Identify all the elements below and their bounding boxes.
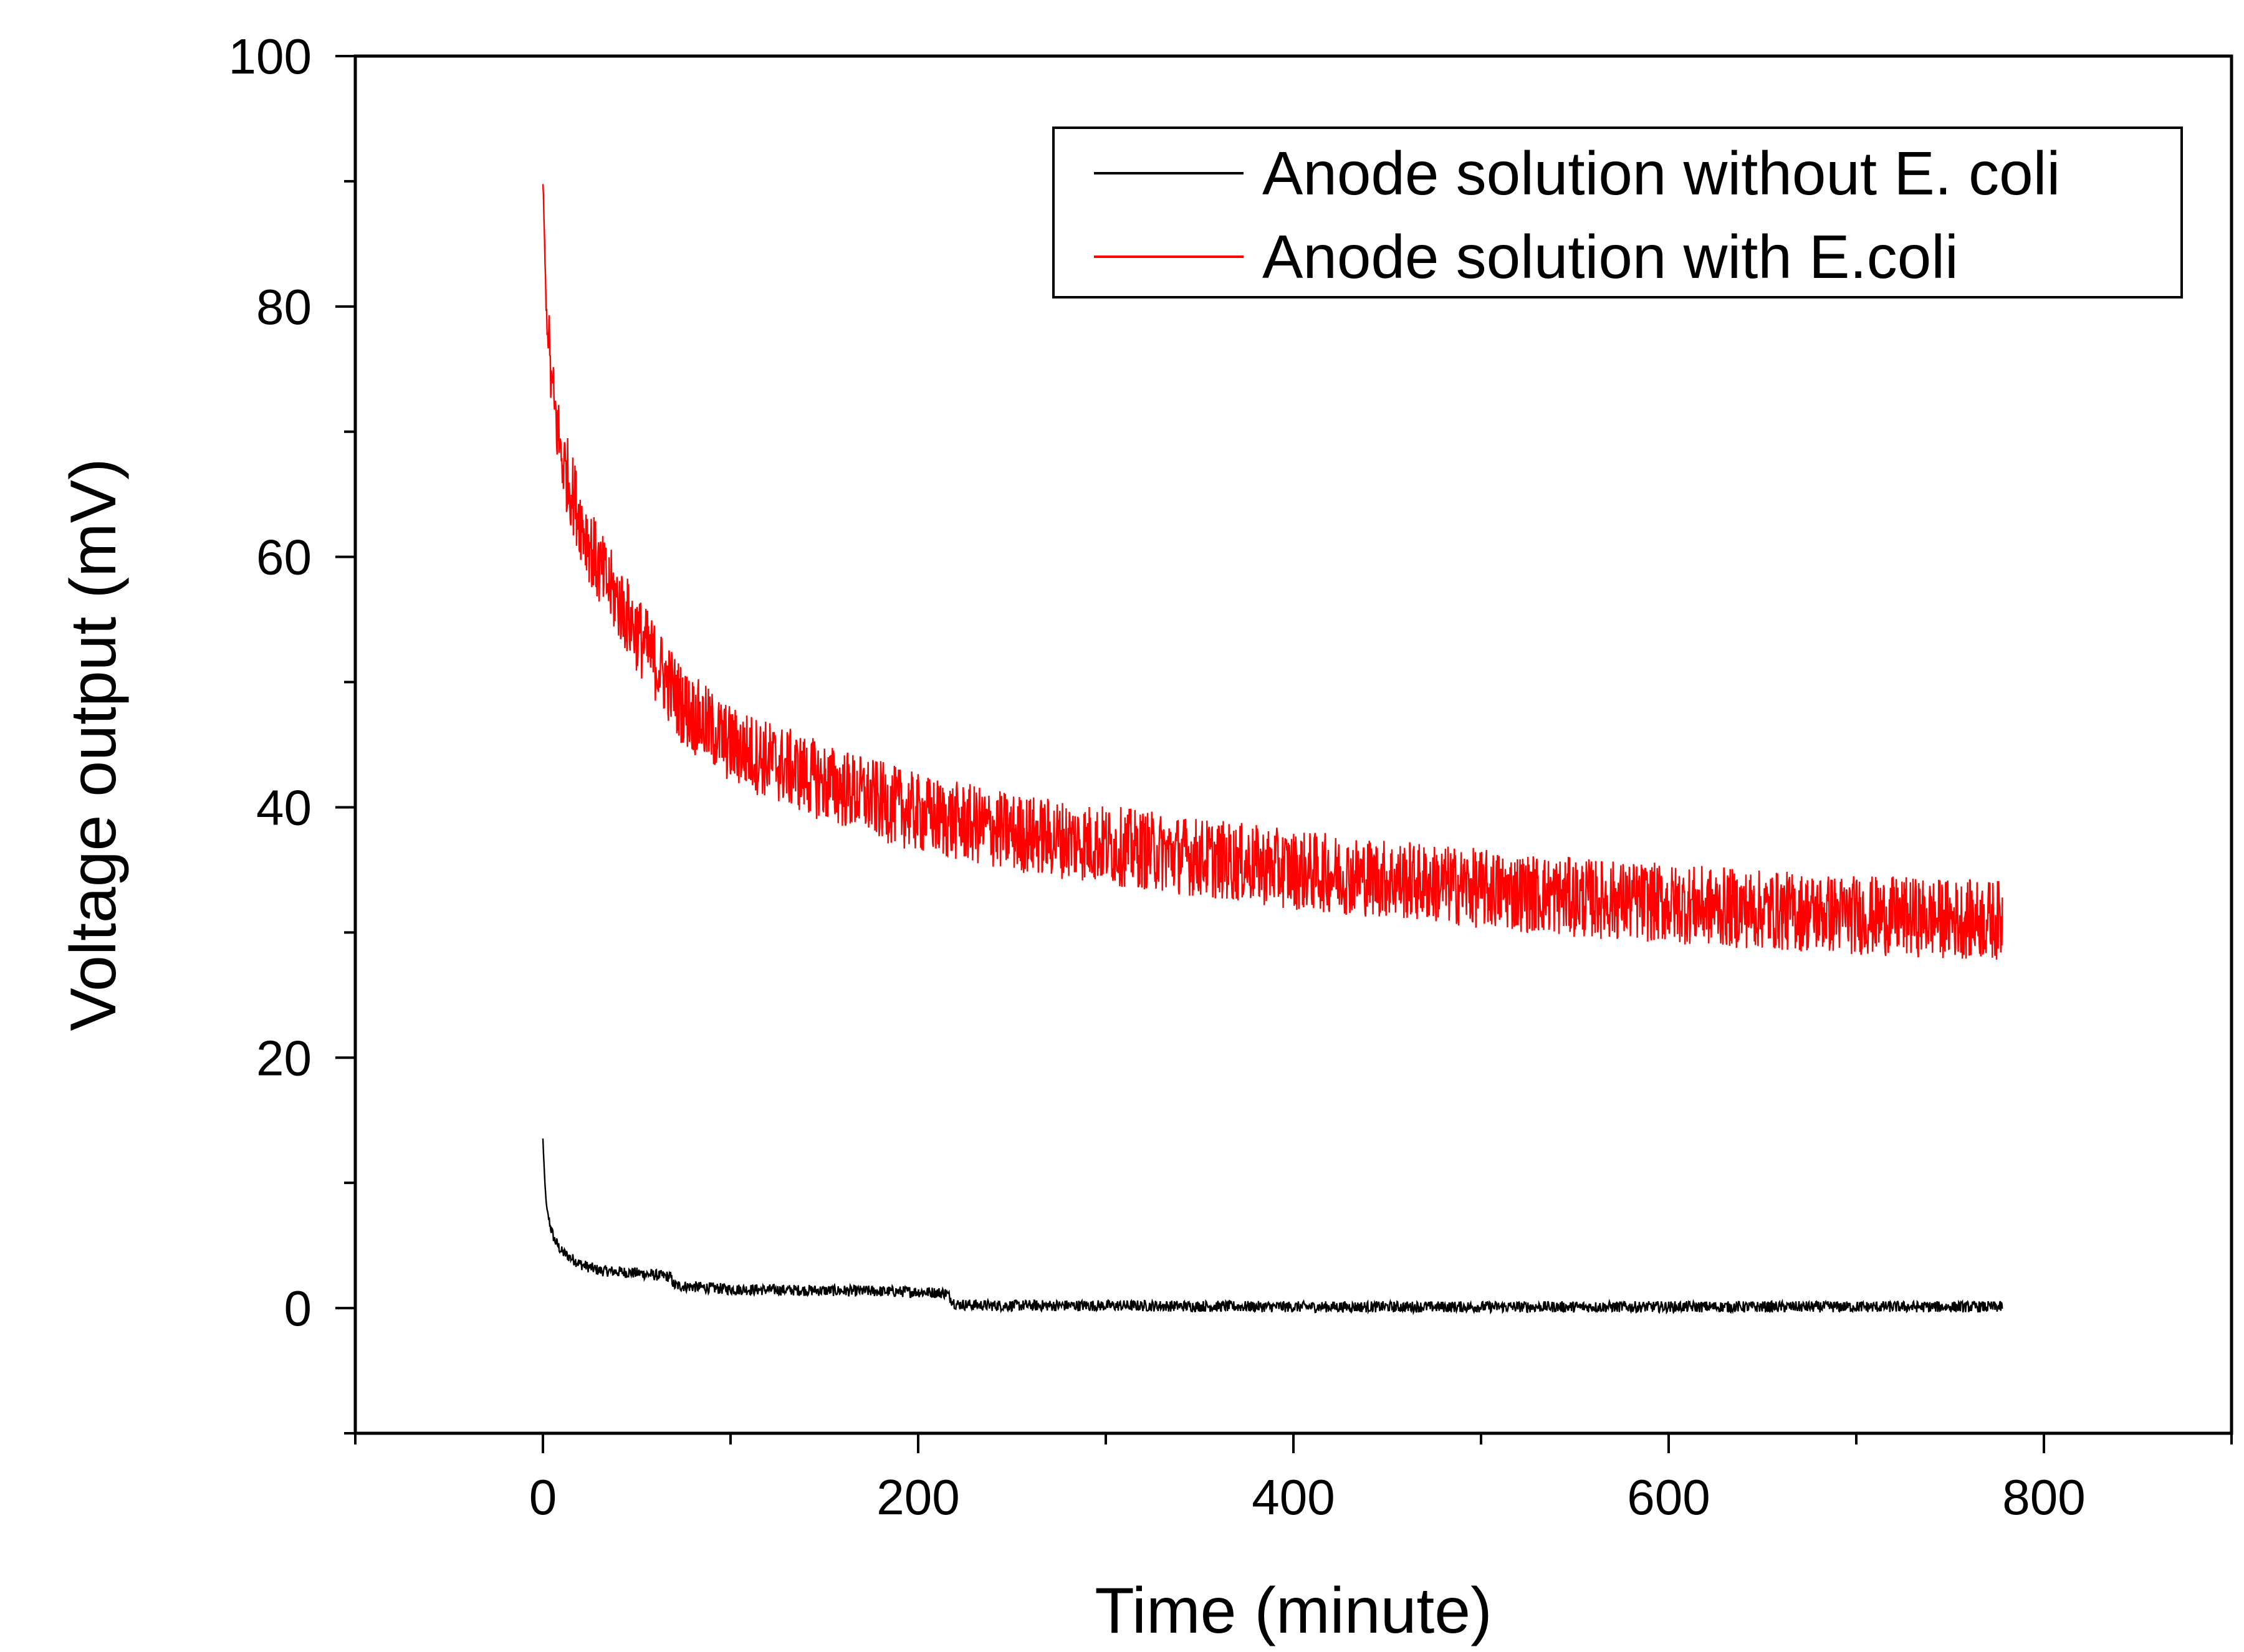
- y-tick-label: 0: [284, 1281, 312, 1336]
- legend-label-without-ecoli: Anode solution without E. coli: [1262, 139, 2060, 208]
- axis-layer: 0 200 400 600 800 0 20 40 60 80 100: [229, 29, 2233, 1525]
- y-tick-label: 20: [256, 1030, 312, 1086]
- y-axis-title: Voltage output (mV): [57, 458, 130, 1031]
- x-axis-title: Time (minute): [1095, 1575, 1492, 1647]
- x-tick-label: 200: [876, 1469, 959, 1525]
- series-layer: [542, 184, 2003, 1315]
- series-line-with-ecoli: [542, 184, 2003, 960]
- legend-box: [1052, 127, 2183, 298]
- x-tick-label: 400: [1252, 1469, 1335, 1525]
- y-tick-label: 60: [256, 530, 312, 585]
- legend-label-with-ecoli: Anode solution with E.coli: [1262, 222, 1959, 291]
- x-tick-label: 0: [529, 1469, 557, 1525]
- y-tick-label: 100: [229, 29, 312, 84]
- y-tick-label: 80: [256, 279, 312, 335]
- y-tick-label: 40: [256, 780, 312, 835]
- series-line-without-ecoli: [542, 1138, 2003, 1315]
- x-tick-label: 800: [2002, 1469, 2085, 1525]
- legend: Anode solution without E. coli Anode sol…: [1052, 127, 2183, 298]
- x-tick-label: 600: [1627, 1469, 1710, 1525]
- plot-area: 0 200 400 600 800 0 20 40 60 80 100: [229, 29, 2233, 1525]
